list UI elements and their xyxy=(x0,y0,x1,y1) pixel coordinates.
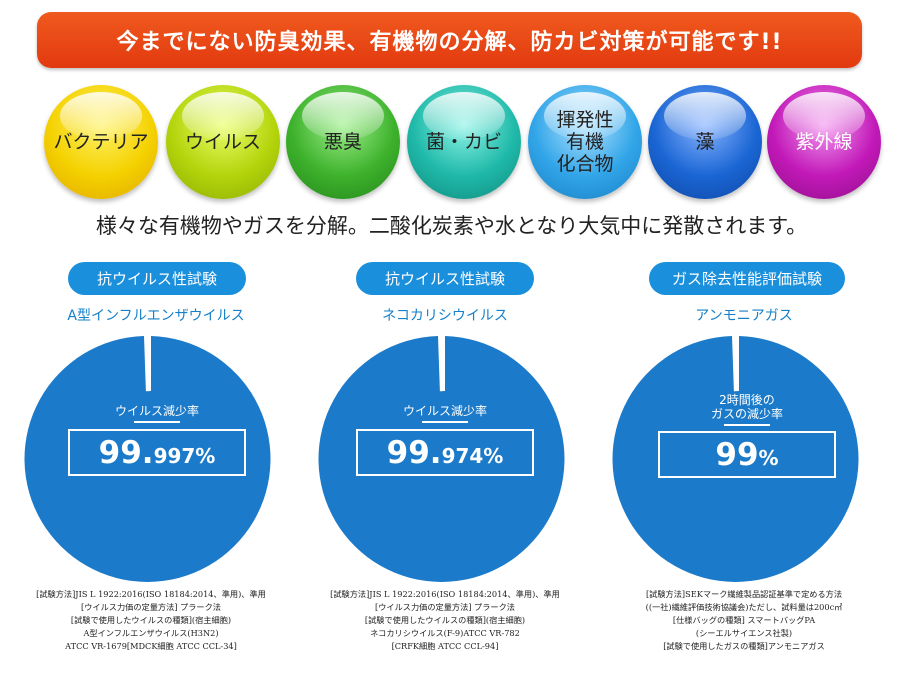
bubble-voc: 揮発性 有機 化合物 xyxy=(528,85,642,199)
bubble-odor: 悪臭 xyxy=(286,85,400,199)
note-line: [CRFK細胞 ATCC CCL-94] xyxy=(391,641,499,651)
headline-text: 今までにない防臭効果、有機物の分解、防カビ対策が可能です!! xyxy=(116,30,783,55)
bubble-bacteria: バクテリア xyxy=(44,85,158,199)
headline-banner: 今までにない防臭効果、有機物の分解、防カビ対策が可能です!! xyxy=(37,12,862,68)
note-line: (シーエルサイエンス社製) xyxy=(695,628,793,638)
bubble-label: 菌・カビ xyxy=(425,131,502,153)
note-line: [ウイルス力価の定量方法] プラーク法 xyxy=(81,602,221,612)
bubble-label: 紫外線 xyxy=(795,131,853,153)
test-notes-influenza: [試験方法]JIS L 1922:2016(ISO 18184:2014、準用)… xyxy=(6,588,296,653)
test-pill: ガス除去性能評価試験 xyxy=(649,262,845,295)
test-notes-calicivirus: [試験方法]JIS L 1922:2016(ISO 18184:2014、準用)… xyxy=(300,588,590,653)
result-value-big: 99. xyxy=(98,435,154,471)
rate-underline xyxy=(134,421,180,423)
result-value-big: 99. xyxy=(386,435,442,471)
bubble-algae: 藻 xyxy=(648,85,762,199)
note-line: A型インフルエンザウイルス(H3N2) xyxy=(83,628,219,638)
note-line: [試験で使用したウイルスの種類](宿主細胞) xyxy=(70,615,232,625)
rate-label: ウイルス減少率 xyxy=(114,404,199,418)
note-line: [試験で使用したガスの種類]アンモニアガス xyxy=(663,641,825,651)
note-line: ATCC VR-1679[MDCK細胞 ATCC CCL-34] xyxy=(65,641,237,651)
result-box: 99. 997% xyxy=(68,429,246,476)
rate-underline xyxy=(422,421,468,423)
note-line: [試験方法]SEKマーク繊維製品認証基準で定める方法 xyxy=(645,589,843,599)
donut-center xyxy=(83,391,219,527)
test-target: A型インフルエンザウイルス xyxy=(67,308,245,324)
donut-center xyxy=(671,391,807,527)
result-value-big: 99 xyxy=(715,437,759,473)
note-line: [ウイルス力価の定量方法] プラーク法 xyxy=(375,602,515,612)
rate-underline xyxy=(724,424,770,426)
note-line: [試験で使用したウイルスの種類](宿主細胞) xyxy=(364,615,526,625)
donut-chart xyxy=(24,336,271,582)
note-line: [仕様バッグの種類] スマートバッグPA xyxy=(672,615,816,625)
result-box: 99. 974% xyxy=(356,429,534,476)
bubble-mold: 菌・カビ xyxy=(407,85,521,199)
donut-ring xyxy=(318,336,565,582)
donut-chart xyxy=(612,336,859,582)
donut-chart xyxy=(318,336,565,582)
bubble-line: 有機 xyxy=(565,131,604,153)
subtitle: 様々な有機物やガスを分解。二酸化炭素や水となり大気中に発散されます。 xyxy=(95,214,808,238)
test-target: ネコカリシウイルス xyxy=(382,308,508,324)
bubble-label: ウイルス xyxy=(184,131,261,153)
bubble-line: 揮発性 xyxy=(556,109,614,131)
result-value-small: % xyxy=(758,446,779,470)
test-pill: 抗ウイルス性試験 xyxy=(356,262,534,295)
test-pill: 抗ウイルス性試験 xyxy=(68,262,246,295)
bubble-label: 藻 xyxy=(695,131,715,153)
result-box: 99% xyxy=(658,431,836,478)
rate-label-line: 2時間後の xyxy=(719,393,775,407)
bubble-virus: ウイルス xyxy=(166,85,280,199)
bubble-line: 化合物 xyxy=(556,153,614,175)
bubble-label: 悪臭 xyxy=(323,131,362,153)
donut-center xyxy=(377,391,513,527)
note-line: [試験方法]JIS L 1922:2016(ISO 18184:2014、準用)… xyxy=(330,589,560,599)
rate-label: 2時間後の ガスの減少率 xyxy=(677,393,817,421)
donut-ring xyxy=(612,336,859,582)
result-value-small: 997% xyxy=(153,444,216,468)
note-line: [試験方法]JIS L 1922:2016(ISO 18184:2014、準用)… xyxy=(36,589,266,599)
test-notes-ammonia: [試験方法]SEKマーク繊維製品認証基準で定める方法 ((一社)繊維評価技術協議… xyxy=(594,588,894,653)
rate-label-line: ガスの減少率 xyxy=(710,407,783,421)
rate-label: ウイルス減少率 xyxy=(402,404,487,418)
donut-ring xyxy=(24,336,271,582)
bubble-uv: 紫外線 xyxy=(767,85,881,199)
note-line: ((一社)繊維評価技術協議会)ただし、試料量は200c㎡ xyxy=(645,602,843,612)
test-target: アンモニアガス xyxy=(695,308,793,324)
bubble-label: バクテリア xyxy=(53,131,149,153)
note-line: ネコカリシウイルス(F-9)ATCC VR-782 xyxy=(370,628,520,638)
result-value-small: 974% xyxy=(441,444,504,468)
